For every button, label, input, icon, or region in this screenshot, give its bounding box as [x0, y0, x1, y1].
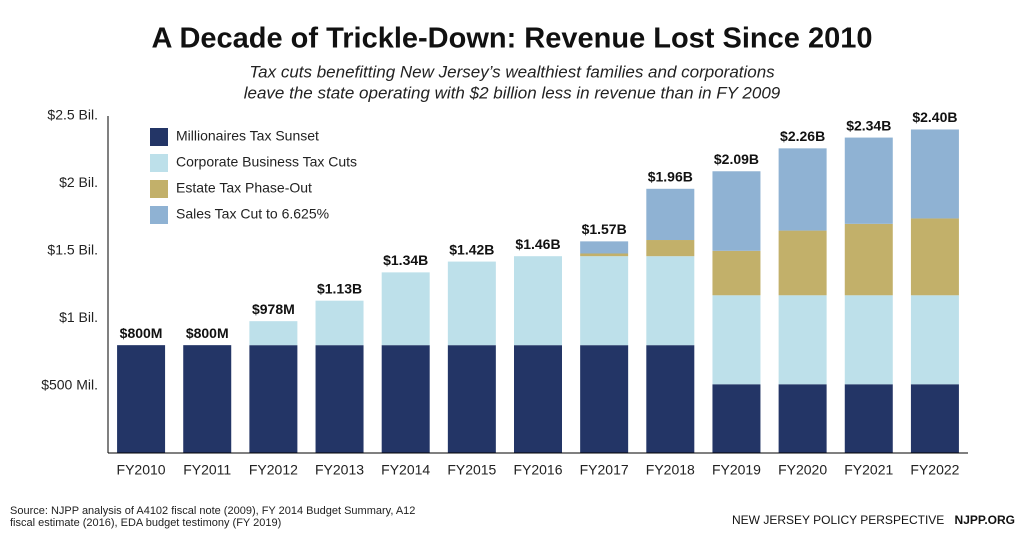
legend-label: Estate Tax Phase-Out — [176, 180, 312, 196]
bar-segment — [712, 250, 761, 296]
bar-segment — [514, 256, 562, 346]
source: Source: NJPP analysis of A4102 fiscal no… — [10, 505, 415, 517]
x-tick-label: FY2022 — [910, 462, 959, 478]
bar-segment — [646, 256, 695, 346]
chart-title: A Decade of Trickle-Down: Revenue Lost S… — [152, 23, 873, 55]
total-label: $1.46B — [515, 236, 560, 252]
bar-segment — [646, 188, 695, 241]
total-label: $978M — [252, 301, 295, 317]
bar-segment — [778, 384, 827, 453]
x-tick-label: FY2013 — [315, 462, 364, 478]
total-label: $1.57B — [582, 221, 627, 237]
bar-segment — [646, 345, 695, 453]
bar-segment — [844, 137, 893, 224]
y-tick-label: $500 Mil. — [41, 376, 98, 392]
legend-swatch — [150, 154, 168, 172]
x-tick-label: FY2021 — [844, 462, 893, 478]
total-label: $2.09B — [714, 151, 759, 167]
x-tick-label: FY2012 — [249, 462, 298, 478]
bar-segment — [844, 295, 893, 385]
bar-segment — [910, 384, 959, 453]
bar-segment — [514, 345, 562, 453]
bar-segment — [646, 240, 695, 257]
bar-segment — [778, 295, 827, 385]
bar-segment — [910, 218, 959, 296]
x-tick-label: FY2018 — [646, 462, 695, 478]
legend-label: Sales Tax Cut to 6.625% — [176, 206, 329, 222]
total-label: $1.42B — [449, 241, 494, 257]
legend-swatch — [150, 206, 168, 224]
legend-swatch — [150, 128, 168, 146]
x-tick-label: FY2017 — [580, 462, 629, 478]
bar-segment — [447, 261, 496, 346]
total-label: $800M — [186, 325, 229, 341]
x-tick-label: FY2019 — [712, 462, 761, 478]
bar-segment — [580, 241, 629, 254]
total-label: $2.26B — [780, 128, 825, 144]
subtitle: leave the state operating with $2 billio… — [244, 83, 781, 102]
bar-segment — [381, 272, 430, 346]
bar-segment — [117, 345, 166, 453]
bar-segment — [580, 253, 629, 257]
legend-swatch — [150, 180, 168, 198]
total-label: $800M — [120, 325, 163, 341]
y-tick-label: $1.5 Bil. — [47, 242, 98, 258]
bar-segment — [778, 230, 827, 296]
x-tick-label: FY2016 — [513, 462, 562, 478]
x-tick-label: FY2014 — [381, 462, 430, 478]
bar-segment — [844, 384, 893, 453]
subtitle: Tax cuts benefitting New Jersey’s wealth… — [249, 62, 775, 81]
legend-label: Millionaires Tax Sunset — [176, 128, 319, 144]
bar-segment — [580, 256, 629, 346]
bar-segment — [910, 129, 959, 219]
website: NJPP.ORG — [955, 513, 1015, 527]
y-tick-label: $2 Bil. — [59, 174, 98, 190]
total-label: $2.34B — [846, 117, 891, 133]
bar-segment — [910, 295, 959, 385]
y-tick-label: $2.5 Bil. — [47, 107, 98, 123]
bar-segment — [249, 321, 298, 346]
x-tick-label: FY2020 — [778, 462, 827, 478]
bar-segment — [712, 295, 761, 385]
bar-segment — [315, 345, 364, 453]
bar-segment — [183, 345, 232, 453]
bar-segment — [315, 300, 364, 346]
source: fiscal estimate (2016), EDA budget testi… — [10, 517, 281, 529]
publisher: NEW JERSEY POLICY PERSPECTIVE — [732, 513, 944, 527]
bar-segment — [249, 345, 298, 453]
bar-segment — [580, 345, 629, 453]
bar-segment — [381, 345, 430, 453]
bar-segment — [447, 345, 496, 453]
total-label: $1.13B — [317, 280, 362, 296]
legend-label: Corporate Business Tax Cuts — [176, 154, 357, 170]
x-tick-label: FY2011 — [183, 462, 231, 478]
bar-segment — [778, 148, 827, 231]
bar-segment — [712, 384, 761, 453]
bar-segment — [844, 223, 893, 296]
total-label: $2.40B — [912, 109, 957, 125]
x-tick-label: FY2015 — [447, 462, 496, 478]
bar-segment — [712, 171, 761, 251]
total-label: $1.96B — [648, 168, 693, 184]
y-tick-label: $1 Bil. — [59, 309, 98, 325]
total-label: $1.34B — [383, 252, 428, 268]
x-tick-label: FY2010 — [117, 462, 166, 478]
